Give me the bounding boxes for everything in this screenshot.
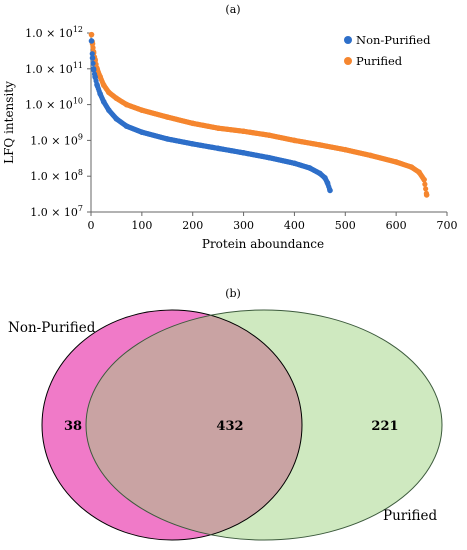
- data-points: [88, 31, 430, 198]
- data-point: [164, 136, 171, 142]
- data-point: [89, 51, 95, 57]
- venn-intersection-count: 432: [216, 419, 243, 434]
- data-point: [189, 120, 196, 127]
- data-point: [164, 114, 171, 120]
- data-point: [423, 186, 429, 192]
- data-point: [416, 169, 422, 175]
- data-point: [90, 66, 97, 72]
- data-point: [306, 165, 313, 171]
- data-point: [422, 181, 428, 187]
- data-point: [240, 150, 247, 156]
- x-tick-label: 700: [437, 219, 458, 232]
- data-point: [215, 125, 221, 131]
- data-point: [189, 141, 196, 147]
- data-point: [423, 192, 430, 198]
- data-point: [266, 132, 272, 138]
- data-point: [100, 98, 107, 105]
- data-point: [92, 73, 98, 80]
- data-point: [139, 107, 145, 113]
- data-point: [317, 170, 323, 177]
- y-tick-label: 1.0 × 108: [30, 168, 83, 183]
- data-point: [322, 175, 328, 181]
- data-point: [215, 145, 221, 152]
- venn-non-purified-label: Non-Purified: [8, 320, 96, 336]
- legend-label: Purified: [356, 54, 403, 68]
- x-tick-label: 300: [233, 219, 254, 232]
- y-tick-label: 1.0 × 1011: [25, 61, 83, 76]
- x-tick-label: 600: [386, 219, 407, 232]
- venn-non-purified-only-count: 38: [64, 419, 82, 434]
- data-point: [367, 152, 374, 159]
- venn-purified-outline: [85, 309, 443, 541]
- venn-non-purified-outline: [41, 309, 303, 541]
- data-point: [291, 137, 298, 144]
- x-tick-label: 400: [284, 219, 305, 232]
- x-tick-labels: 0 100 200 300 400 500 600 700: [88, 219, 458, 232]
- data-point: [100, 82, 107, 88]
- data-point: [291, 160, 298, 167]
- data-point: [106, 89, 112, 96]
- data-point: [266, 154, 272, 161]
- panel-a-label: (a): [225, 3, 240, 16]
- x-axis-label: Protein aboundance: [202, 237, 324, 251]
- panel-b-label: (b): [225, 287, 241, 300]
- legend: Non-Purified Purified: [344, 33, 431, 68]
- x-tick-label: 100: [131, 219, 152, 232]
- x-tick-label: 0: [88, 219, 95, 232]
- data-point: [88, 31, 95, 38]
- y-tick-labels: 1.0 × 1012 1.0 × 1011 1.0 × 1010 1.0 × 109 1…: [25, 25, 83, 219]
- data-point: [139, 129, 145, 135]
- x-tick-label: 500: [335, 219, 356, 232]
- data-point: [88, 38, 95, 44]
- legend-label: Non-Purified: [356, 33, 431, 47]
- data-point: [89, 55, 96, 61]
- data-point: [97, 91, 103, 97]
- data-point: [123, 123, 130, 129]
- y-tick-label: 1.0 × 1012: [25, 25, 83, 40]
- data-point: [106, 107, 112, 113]
- data-point: [342, 146, 349, 153]
- venn-purified-label: Purified: [383, 508, 438, 524]
- series-non-purified: [88, 38, 333, 194]
- data-point: [113, 116, 120, 122]
- data-point: [113, 95, 120, 102]
- data-point: [327, 187, 333, 194]
- data-point: [324, 180, 331, 186]
- legend-marker: [344, 57, 352, 65]
- scatter-chart: 1.0 × 1012 1.0 × 1011 1.0 × 1010 1.0 × 109 1…: [2, 25, 458, 251]
- data-point: [317, 142, 323, 148]
- y-tick-label: 1.0 × 109: [30, 132, 83, 147]
- data-point: [408, 164, 415, 170]
- y-tick-label: 1.0 × 107: [30, 204, 83, 219]
- data-point: [393, 159, 399, 165]
- data-point: [90, 60, 96, 67]
- data-point: [97, 73, 103, 80]
- data-point: [421, 176, 427, 183]
- data-point: [240, 128, 247, 135]
- legend-marker: [344, 36, 352, 44]
- venn-diagram: Non-Purified Purified 38 432 221: [8, 309, 443, 541]
- y-axis-label: LFQ intensity: [2, 81, 16, 164]
- data-point: [123, 101, 130, 108]
- y-tick-label: 1.0 × 1010: [25, 97, 83, 112]
- data-point: [94, 82, 100, 88]
- venn-purified-only-count: 221: [371, 419, 398, 434]
- venn-overlap-region: [86, 310, 302, 540]
- x-tick-label: 200: [182, 219, 203, 232]
